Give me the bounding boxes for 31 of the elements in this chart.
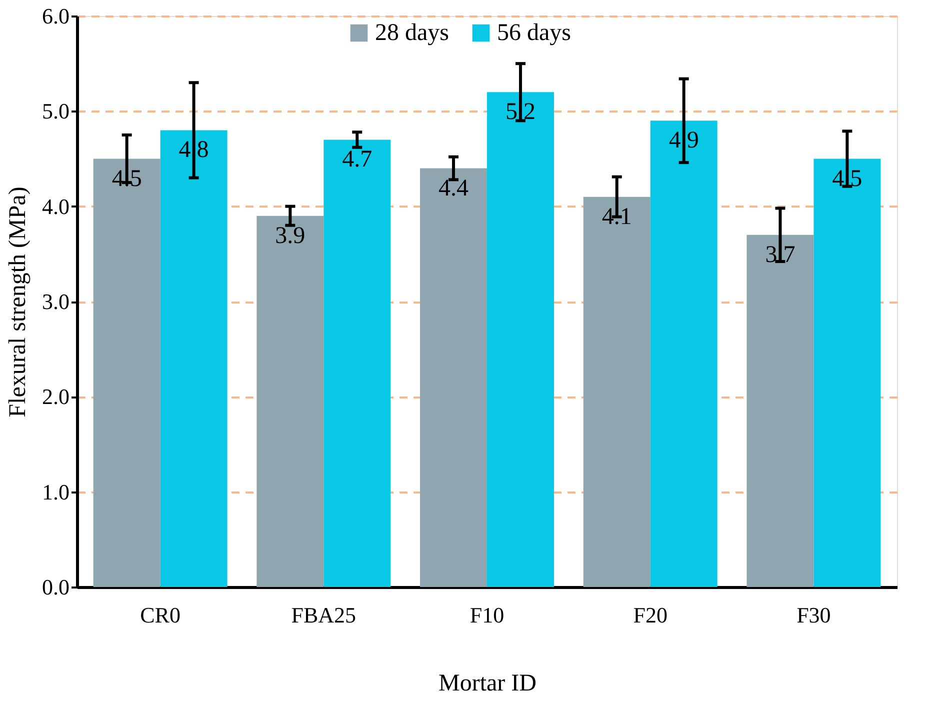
x-tick-label: FBA25 bbox=[291, 602, 356, 628]
bar bbox=[256, 216, 324, 587]
y-tick-label: 3.0 bbox=[42, 289, 70, 314]
bar bbox=[746, 234, 814, 587]
y-tick-label: 4.0 bbox=[42, 194, 70, 219]
legend-label: 28 days bbox=[375, 20, 449, 46]
y-axis-title: Flexural strength (MPa) bbox=[5, 186, 31, 418]
data-label: 3.9 bbox=[275, 222, 306, 249]
data-label: 4.7 bbox=[342, 146, 372, 173]
bar bbox=[420, 168, 487, 587]
y-tick-label: 2.0 bbox=[42, 384, 70, 410]
y-tick-label: 5.0 bbox=[42, 98, 70, 124]
bar bbox=[650, 120, 718, 587]
bar bbox=[93, 158, 160, 587]
y-tick-label: 0.0 bbox=[42, 574, 70, 600]
bar bbox=[324, 140, 391, 587]
x-tick-label: CR0 bbox=[140, 602, 180, 628]
y-tick-label: 6.0 bbox=[42, 4, 70, 28]
x-tick-label: F30 bbox=[796, 602, 831, 628]
legend-label: 56 days bbox=[497, 20, 571, 46]
x-tick-label: F10 bbox=[470, 602, 504, 628]
bar bbox=[814, 158, 881, 587]
bar bbox=[583, 196, 650, 587]
bar bbox=[487, 92, 554, 587]
data-label: 4.5 bbox=[112, 166, 142, 192]
data-label: 4.1 bbox=[602, 204, 632, 230]
y-tick-label: 1.0 bbox=[42, 479, 70, 504]
bar bbox=[160, 130, 228, 587]
x-axis-title: Mortar ID bbox=[438, 670, 536, 696]
x-tick-label: F20 bbox=[633, 602, 668, 628]
data-label: 4.4 bbox=[438, 175, 469, 202]
